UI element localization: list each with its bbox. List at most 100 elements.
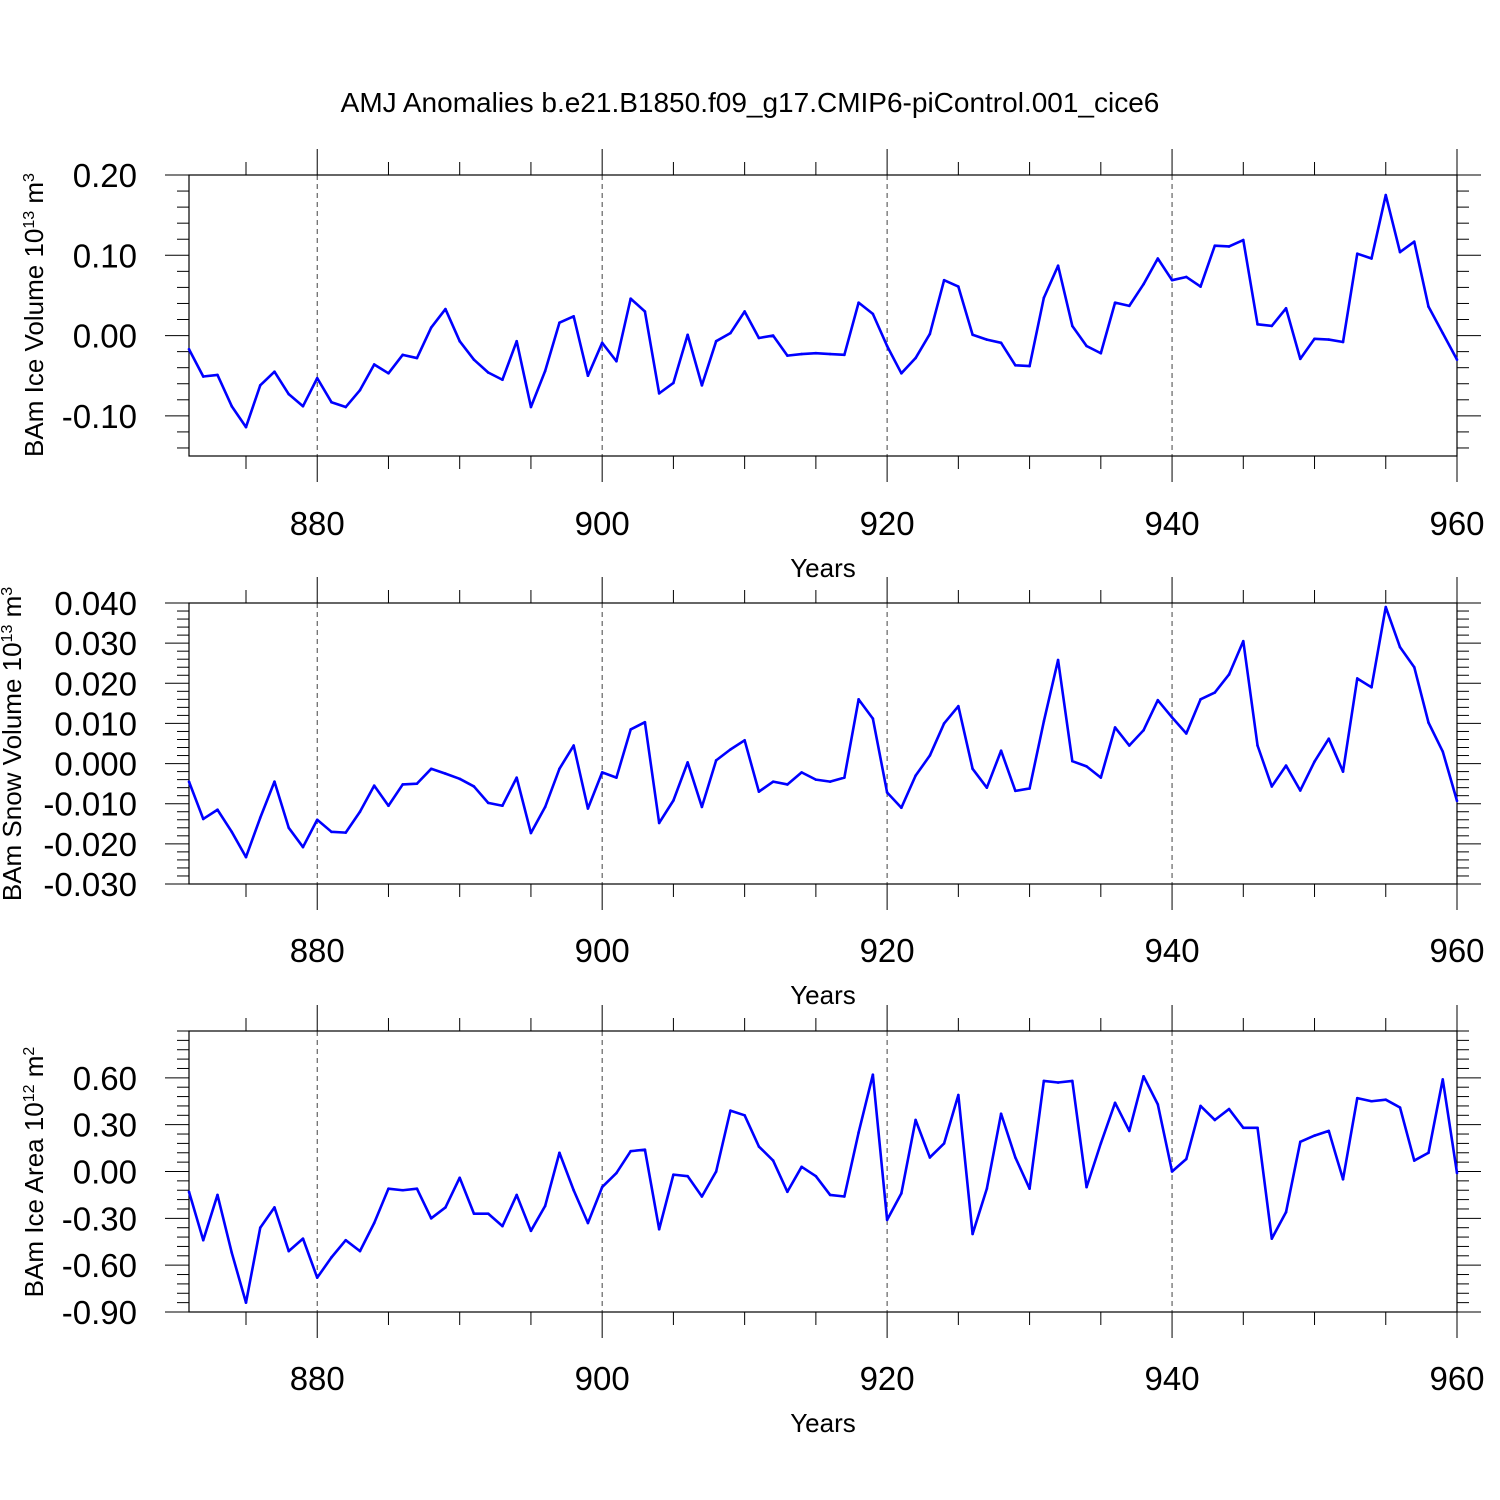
data-point: [1341, 770, 1345, 773]
data-point: [1284, 764, 1288, 767]
data-point: [786, 354, 789, 357]
data-point: [415, 1187, 419, 1190]
y-axis-label-exponent: 13: [21, 211, 38, 229]
data-point: [486, 1212, 490, 1215]
data-point: [1056, 1081, 1060, 1084]
data-point: [643, 310, 647, 313]
data-point: [201, 817, 205, 821]
data-point: [714, 1170, 718, 1173]
data-point: [1085, 344, 1088, 348]
data-point: [1085, 765, 1088, 768]
data-point: [928, 332, 932, 336]
data-point: [672, 381, 675, 385]
data-point: [201, 375, 205, 378]
data-point: [615, 776, 618, 779]
data-point: [415, 782, 419, 785]
data-point: [515, 339, 518, 343]
data-point: [201, 1238, 205, 1242]
y-tick-label: -0.90: [62, 1294, 137, 1331]
data-point: [1398, 645, 1402, 649]
x-tick-label: 920: [860, 932, 915, 969]
x-tick-label: 960: [1429, 932, 1484, 969]
data-point: [1441, 1078, 1445, 1081]
data-point: [700, 384, 704, 387]
data-point: [1213, 1118, 1217, 1122]
data-point: [686, 761, 689, 764]
data-point: [401, 353, 405, 357]
data-point: [1128, 1129, 1131, 1133]
data-point: [843, 776, 846, 779]
data-point: [857, 301, 860, 304]
data-point: [857, 698, 860, 701]
plot-frame: [188, 1030, 1458, 1313]
data-point: [1412, 665, 1416, 669]
data-point: [814, 778, 818, 781]
data-point: [1142, 728, 1145, 732]
data-point: [871, 717, 875, 720]
data-point: [1085, 1185, 1088, 1189]
data-point: [472, 785, 476, 788]
data-point: [1142, 1074, 1145, 1078]
data-point: [672, 799, 675, 802]
data-point: [1170, 1170, 1174, 1173]
x-axis-label: Years: [790, 980, 856, 1010]
data-point: [743, 310, 746, 313]
data-point: [287, 826, 291, 830]
data-point: [315, 1276, 319, 1279]
data-point: [643, 1148, 647, 1151]
data-point: [771, 780, 775, 783]
data-point: [1042, 296, 1046, 300]
data-point: [187, 1190, 191, 1194]
data-point: [942, 1142, 946, 1145]
data-point: [1455, 358, 1459, 361]
data-point: [472, 1212, 476, 1215]
data-point: [828, 352, 832, 356]
data-point: [786, 1190, 789, 1194]
x-tick-label: 960: [1429, 505, 1484, 542]
x-axis-label: Years: [790, 1408, 856, 1438]
data-point: [729, 748, 732, 751]
data-point: [1384, 1098, 1388, 1101]
data-point: [828, 1193, 832, 1197]
data-point: [258, 384, 262, 387]
data-point: [1042, 1079, 1046, 1083]
data-point: [1199, 698, 1202, 701]
data-point: [358, 1249, 362, 1253]
data-point: [387, 804, 390, 808]
data-point: [600, 1185, 604, 1189]
data-point: [615, 359, 618, 363]
x-tick-label: 920: [860, 505, 915, 542]
data-point: [558, 1151, 561, 1155]
panels: -0.10 0.00 0.10 0.20 880 900 920 940 960 Years BAm…: [0, 149, 1485, 1438]
data-point: [1441, 750, 1445, 753]
data-point: [1355, 252, 1359, 255]
data-point: [330, 1256, 333, 1259]
y-axis-label-main: BAm Ice Volume 10: [19, 229, 49, 457]
data-point: [1398, 250, 1402, 254]
data-point: [558, 767, 561, 771]
data-point: [486, 371, 490, 374]
series-line: [187, 1073, 1459, 1304]
data-point: [515, 776, 518, 779]
data-point: [586, 1221, 590, 1225]
data-point: [287, 1249, 291, 1253]
data-point: [843, 1195, 846, 1198]
y-axis-label-unit-exponent: 2: [21, 1047, 38, 1056]
data-point: [800, 1165, 803, 1169]
data-point: [771, 334, 775, 337]
data-point: [586, 807, 590, 810]
data-point: [401, 783, 405, 786]
y-tick-label: -0.020: [43, 826, 137, 863]
data-point: [914, 356, 917, 360]
data-point: [515, 1193, 518, 1197]
data-point: [230, 830, 234, 834]
y-axis-label: BAm Ice Area 1012 m2: [19, 1047, 49, 1298]
y-tick-label: 0.00: [73, 1154, 137, 1191]
data-point: [999, 1112, 1003, 1116]
data-point: [971, 767, 974, 771]
data-point: [700, 1195, 704, 1198]
x-tick-label: 880: [290, 1360, 345, 1397]
data-point: [572, 315, 575, 318]
